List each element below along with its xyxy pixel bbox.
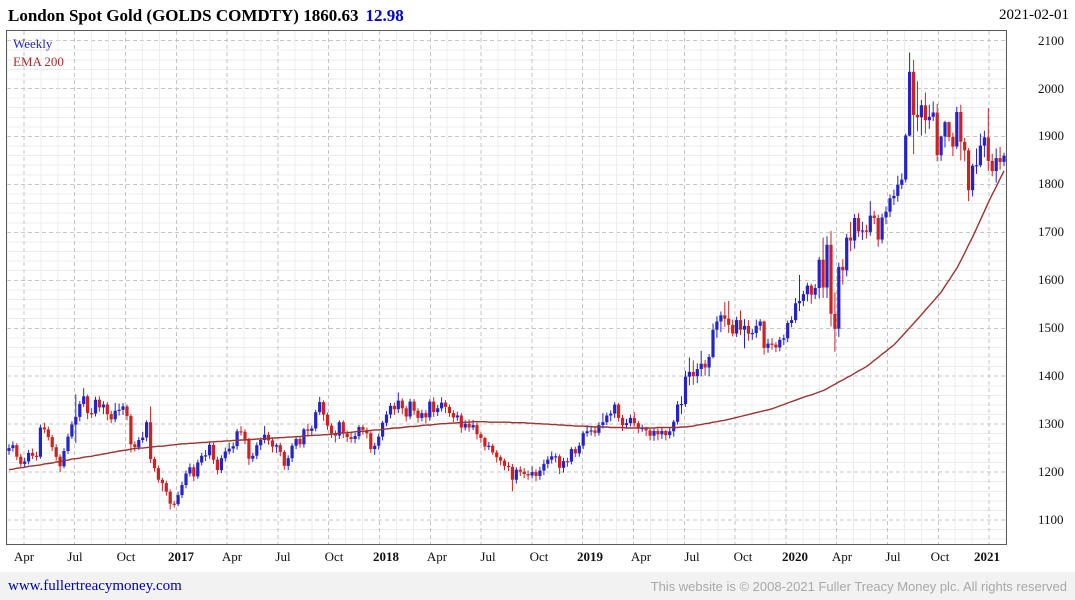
x-axis: Apr Jul Oct 2017 Apr Jul Oct 2018 Apr Jul Oct 2019 A… — [6, 549, 1007, 565]
x-axis-label: Jul — [67, 549, 83, 564]
plot-area: Weekly EMA 200 — [6, 30, 1007, 545]
chart-date: 2021-02-01 — [999, 7, 1069, 23]
price-change: 12.98 — [365, 6, 404, 25]
legend-weekly-label: Weekly — [13, 36, 53, 51]
legend-ema-label: EMA 200 — [13, 54, 64, 69]
x-axis-label: 2017 — [168, 549, 194, 564]
x-axis-label: 2021 — [974, 549, 1000, 564]
x-axis-label: Jul — [480, 549, 496, 564]
x-axis-label: Apr — [221, 549, 243, 564]
y-axis-label: 1900 — [1038, 128, 1064, 144]
y-axis-label: 1200 — [1038, 464, 1064, 480]
x-axis-label: Apr — [630, 549, 652, 564]
y-axis-label: 1800 — [1038, 176, 1064, 192]
x-axis-label: Oct — [324, 549, 344, 564]
y-axis-label: 1700 — [1038, 224, 1064, 240]
y-axis-label: 1600 — [1038, 272, 1064, 288]
x-axis-label: Oct — [529, 549, 549, 564]
y-axis-label: 1100 — [1038, 512, 1064, 528]
x-axis-label: Oct — [930, 549, 950, 564]
x-axis-label: Oct — [116, 549, 136, 564]
y-axis-label: 1500 — [1038, 320, 1064, 336]
instrument-and-price: London Spot Gold (GOLDS COMDTY) 1860.63 — [8, 6, 359, 25]
x-axis-label: Apr — [426, 549, 448, 564]
x-axis-label: Apr — [831, 549, 853, 564]
y-axis-label: 1400 — [1038, 368, 1064, 384]
chart-legend: Weekly EMA 200 — [13, 35, 64, 71]
x-axis-label: 2018 — [373, 549, 399, 564]
x-axis-label: Jul — [684, 549, 700, 564]
y-axis-label: 1300 — [1038, 416, 1064, 432]
footer-bar: www.fullertreacymoney.com This website i… — [0, 572, 1075, 600]
x-axis-label: Apr — [13, 549, 35, 564]
x-axis-label: 2019 — [577, 549, 603, 564]
y-axis-label: 2100 — [1038, 32, 1064, 48]
x-axis-label: Jul — [885, 549, 901, 564]
candlestick-chart — [7, 31, 1006, 544]
copyright-text: This website is © 2008-2021 Fuller Treac… — [650, 578, 1067, 594]
chart-title: London Spot Gold (GOLDS COMDTY) 1860.63 1… — [8, 6, 404, 26]
x-axis-label: Oct — [733, 549, 753, 564]
y-axis-label: 2000 — [1038, 80, 1064, 96]
x-axis-label: 2020 — [782, 549, 808, 564]
x-axis-label: Jul — [275, 549, 291, 564]
site-link[interactable]: www.fullertreacymoney.com — [8, 577, 182, 594]
y-axis: 1100 1200 1300 1400 1500 1600 1700 1800 1900 2000… — [1016, 31, 1072, 544]
